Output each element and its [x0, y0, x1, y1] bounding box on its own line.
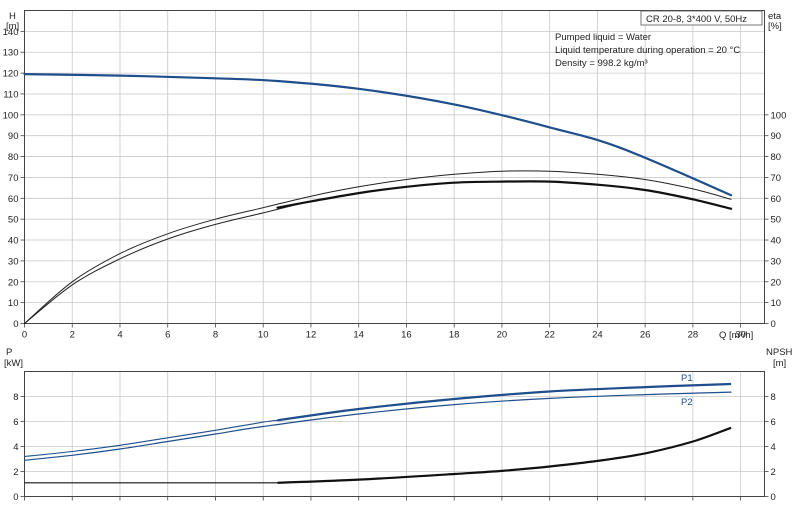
bottom-left-tick-label: 4	[13, 442, 18, 453]
p1-line-duty	[277, 382, 732, 422]
density-note: Density = 998.2 kg/m³	[555, 58, 648, 69]
liquid-temperature-note: Liquid temperature during operation = 20…	[555, 45, 740, 56]
bottom-left-tick-label: 2	[13, 467, 18, 478]
top-x-tick-label: 10	[258, 330, 269, 341]
top-x-axis-ticks: 0 2 4 6 8 10 12 14 16 18 20 22 24 26 28 30	[22, 323, 746, 341]
eta-lower-line	[24, 180, 732, 324]
bottom-right-tick-label: 2	[771, 467, 776, 478]
bottom-right-axis-label-1: NPSH	[766, 347, 793, 358]
top-left-tick-label: 60	[8, 194, 19, 205]
top-right-tick-label: 50	[771, 215, 782, 226]
bottom-left-axis-ticks: 0 2 4 6 8	[13, 392, 25, 503]
top-left-tick-label: 10	[8, 298, 19, 309]
top-left-tick-label: 140	[3, 27, 19, 38]
top-x-tick-label: 14	[353, 330, 364, 341]
top-right-tick-label: 40	[771, 236, 782, 247]
bottom-right-axis-ticks: 0 2 4 6 8	[764, 392, 776, 503]
chart-title: CR 20-8, 3*400 V, 50Hz	[646, 14, 747, 25]
top-left-tick-label: 130	[3, 48, 19, 59]
top-right-tick-label: 70	[771, 173, 782, 184]
top-x-tick-label: 28	[688, 330, 699, 341]
bottom-right-axis-label-2: [m]	[773, 358, 786, 369]
top-left-tick-label: 90	[8, 131, 19, 142]
top-right-tick-label: 20	[771, 277, 782, 288]
top-left-tick-label: 80	[8, 152, 19, 163]
top-left-tick-label: 120	[3, 69, 19, 80]
legend-p2: P2	[681, 397, 693, 408]
bottom-plot-frame	[24, 371, 765, 497]
top-x-tick-label: 0	[22, 330, 27, 341]
top-right-axis-ticks: 0 10 20 30 40 50 60 70 80 90 100	[764, 110, 787, 330]
top-left-axis-label-2: [m]	[6, 21, 19, 32]
top-x-axis-label: Q [m³/h]	[719, 330, 753, 341]
bottom-left-axis-label-1: P	[6, 347, 12, 358]
bottom-left-tick-label: 8	[13, 392, 18, 403]
bottom-left-axis-label-2: [kW]	[4, 358, 23, 369]
eta-duty-line	[276, 180, 733, 210]
top-right-tick-label: 30	[771, 256, 782, 267]
eta-upper-line	[24, 170, 732, 324]
bottom-chart: 0 2 4 6 8 0 2 4 6 8 P [kW] NPSH [m] P1 P2	[4, 347, 793, 503]
top-x-tick-label: 6	[165, 330, 170, 341]
top-x-tick-label: 30	[735, 330, 746, 341]
top-right-tick-label: 100	[771, 110, 787, 121]
legend-p1: P1	[681, 373, 693, 384]
top-left-tick-label: 30	[8, 256, 19, 267]
top-left-axis-ticks: 0 10 20 30 40 50 60 70 80 90 100 110 120 130 140	[3, 27, 25, 330]
top-right-tick-label: 0	[771, 319, 776, 330]
chart-title-box	[640, 10, 763, 26]
top-left-tick-label: 70	[8, 173, 19, 184]
top-left-tick-label: 40	[8, 236, 19, 247]
bottom-right-tick-label: 6	[771, 417, 776, 428]
top-x-tick-label: 8	[213, 330, 218, 341]
top-right-axis-label-2: [%]	[768, 21, 782, 32]
bottom-grid	[24, 371, 765, 497]
bottom-right-tick-label: 0	[771, 492, 776, 503]
top-left-tick-label: 100	[3, 110, 19, 121]
top-x-tick-label: 18	[449, 330, 460, 341]
top-x-tick-label: 4	[117, 330, 122, 341]
top-series	[23, 73, 733, 324]
top-plot-frame	[24, 10, 765, 324]
bottom-left-tick-label: 6	[13, 417, 18, 428]
top-left-tick-label: 0	[13, 319, 18, 330]
head-line	[23, 73, 733, 197]
top-right-tick-label: 60	[771, 194, 782, 205]
bottom-series	[23, 382, 742, 501]
top-left-tick-label: 20	[8, 277, 19, 288]
top-x-tick-label: 2	[70, 330, 75, 341]
top-x-tick-label: 16	[401, 330, 412, 341]
top-right-tick-label: 90	[771, 131, 782, 142]
top-grid	[24, 10, 765, 324]
top-x-tick-label: 20	[497, 330, 508, 341]
top-right-tick-label: 10	[771, 298, 782, 309]
top-x-tick-label: 12	[306, 330, 317, 341]
top-right-tick-label: 80	[771, 152, 782, 163]
top-x-tick-label: 26	[640, 330, 651, 341]
pumped-liquid-note: Pumped liquid = Water	[555, 32, 651, 43]
npsh-line-duty	[277, 426, 732, 484]
bottom-left-tick-label: 0	[13, 492, 18, 503]
top-x-tick-label: 22	[544, 330, 555, 341]
top-left-tick-label: 110	[3, 89, 18, 100]
bottom-right-tick-label: 4	[771, 442, 776, 453]
top-left-tick-label: 50	[8, 215, 19, 226]
bottom-right-tick-label: 8	[771, 392, 776, 403]
top-right-axis-label-1: eta	[768, 11, 782, 22]
top-left-axis-label-1: H	[9, 11, 16, 22]
p1-line-extrapolated	[24, 419, 278, 458]
top-x-tick-label: 24	[592, 330, 603, 341]
p2-line	[23, 391, 732, 461]
